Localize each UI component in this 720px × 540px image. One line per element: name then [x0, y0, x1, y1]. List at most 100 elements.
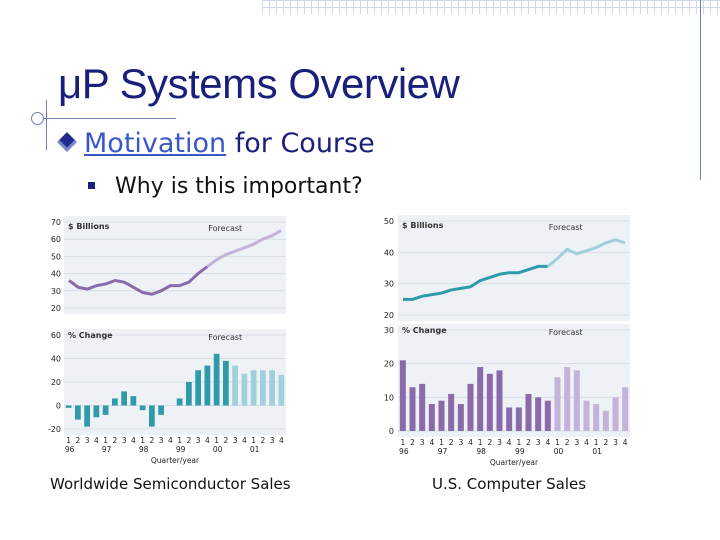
comp-change-year-label: 98	[476, 447, 486, 456]
comp-level-tick-label: 40	[384, 248, 394, 257]
comp-change-quarter-label: 3	[458, 438, 463, 447]
comp-change-bar	[612, 397, 619, 431]
semi-change-quarter-label: 4	[94, 436, 99, 445]
comp-change-bar	[525, 393, 532, 431]
caption-semiconductor: Worldwide Semiconductor Sales	[50, 475, 291, 493]
semi-change-year-label: 00	[213, 445, 223, 454]
semi-change-bar	[75, 405, 81, 420]
semi-change-bar	[213, 353, 220, 406]
comp-change-year-label: 99	[515, 447, 525, 456]
comp-change-quarter-label: 4	[507, 438, 512, 447]
semi-change-year-label: 97	[102, 445, 112, 454]
semi-change-quarter-label: 2	[75, 436, 80, 445]
comp-change-bar	[515, 407, 522, 431]
semi-change-quarter-label: 3	[159, 436, 164, 445]
comp-change-bar	[428, 404, 435, 431]
semi-change-year-label: 98	[139, 445, 149, 454]
comp-change-quarter-label: 2	[603, 438, 608, 447]
comp-change-quarter-label: 1	[516, 438, 521, 447]
comp-change-quarter-label: 1	[400, 438, 405, 447]
semi-change-bar	[84, 405, 90, 427]
comp-change-quarter-label: 2	[410, 438, 415, 447]
comp-change-quarter-label: 2	[565, 438, 570, 447]
comp-level-tick-label: 20	[384, 311, 394, 320]
comp-level-series-line	[403, 264, 548, 301]
semi-change-quarter-label: 3	[196, 436, 201, 445]
comp-change-quarter-label: 1	[439, 438, 444, 447]
comp-change-quarter-label: 3	[574, 438, 579, 447]
semi-change-quarter-label: 4	[131, 436, 136, 445]
comp-change-bar	[457, 404, 464, 431]
comp-change-bar	[535, 397, 542, 431]
semi-change-bar	[102, 405, 109, 415]
comp-change-bar	[496, 370, 503, 431]
semi-change-year-label: 01	[250, 445, 260, 454]
comp-change-quarter-label: 1	[478, 438, 483, 447]
slide-title: μP Systems Overview	[58, 60, 460, 107]
semi-level-forecast-line	[206, 229, 282, 268]
comp-change-bar	[486, 373, 493, 431]
semi-change-bar	[195, 370, 201, 406]
semi-level-tick-label: 60	[51, 235, 61, 244]
semi-change-year-label: 99	[176, 445, 186, 454]
semi-change-year-label: 96	[65, 445, 75, 454]
comp-change-bar	[409, 387, 416, 431]
semi-change-bar	[139, 405, 146, 411]
comp-level-panel-bg	[398, 215, 630, 321]
decorative-circle	[31, 112, 44, 125]
comp-change-quarter-label: 2	[487, 438, 492, 447]
semi-change-bar	[232, 365, 238, 406]
comp-change-quarter-label: 1	[594, 438, 599, 447]
comp-change-bar	[583, 400, 590, 431]
semi-level-tick-label: 70	[51, 218, 61, 227]
comp-change-tick-label: 0	[389, 427, 394, 436]
diamond-bullet-icon	[57, 131, 77, 152]
semi-change-ylabel: % Change	[68, 331, 113, 340]
decorative-vertical-rule	[700, 0, 701, 180]
comp-change-quarter-label: 3	[420, 438, 425, 447]
semi-change-bar	[223, 360, 229, 406]
semi-level-series-line	[68, 265, 209, 296]
comp-change-bar	[593, 404, 600, 431]
square-bullet-icon	[88, 181, 95, 189]
semi-change-bar	[204, 365, 211, 406]
decorative-grid-band	[262, 0, 720, 14]
comp-level-ylabel: $ Billions	[402, 221, 444, 230]
bullet-importance: Why is this important?	[88, 174, 363, 199]
semi-change-quarter-label: 2	[223, 436, 228, 445]
comp-change-quarter-label: 4	[468, 438, 473, 447]
semi-change-tick-label: 60	[51, 331, 61, 340]
semi-change-quarter-label: 1	[66, 436, 71, 445]
semi-change-quarter-label: 1	[103, 436, 108, 445]
semi-change-tick-label: -20	[48, 425, 61, 434]
comp-change-bar	[399, 360, 406, 431]
semi-change-quarter-label: 3	[85, 436, 90, 445]
comp-level-tick-label: 30	[384, 280, 394, 289]
semi-change-bar	[241, 373, 248, 406]
semi-change-bar	[186, 382, 192, 406]
semi-change-tick-label: 0	[56, 402, 61, 411]
decorative-horizontal-rule	[36, 118, 176, 119]
semi-level-panel-bg	[64, 216, 286, 314]
semi-level-ylabel: $ Billions	[68, 222, 110, 231]
semi-change-tick-label: 20	[51, 378, 61, 387]
semi-change-quarter-label: 2	[260, 436, 265, 445]
semi-change-quarter-label: 4	[242, 436, 247, 445]
semi-level-tick-label: 20	[51, 304, 61, 313]
comp-change-quarter-label: 3	[497, 438, 502, 447]
semi-change-bar	[112, 398, 118, 406]
comp-change-bar	[554, 377, 561, 431]
comp-change-quarter-label: 4	[623, 438, 628, 447]
comp-change-panel-bg	[398, 324, 630, 437]
semi-change-annotation: Forecast	[208, 333, 242, 342]
motivation-link[interactable]: Motivation	[84, 128, 227, 159]
semi-change-quarter-label: 3	[122, 436, 127, 445]
comp-change-annotation: Forecast	[549, 328, 583, 337]
semi-change-bar	[269, 370, 275, 406]
comp-change-tick-label: 20	[384, 360, 394, 369]
semi-change-quarter-label: 1	[177, 436, 182, 445]
semi-change-quarter-label: 3	[233, 436, 238, 445]
comp-change-bar	[544, 400, 551, 431]
semi-level-tick-label: 30	[51, 287, 61, 296]
semi-level-tick-label: 40	[51, 270, 61, 279]
